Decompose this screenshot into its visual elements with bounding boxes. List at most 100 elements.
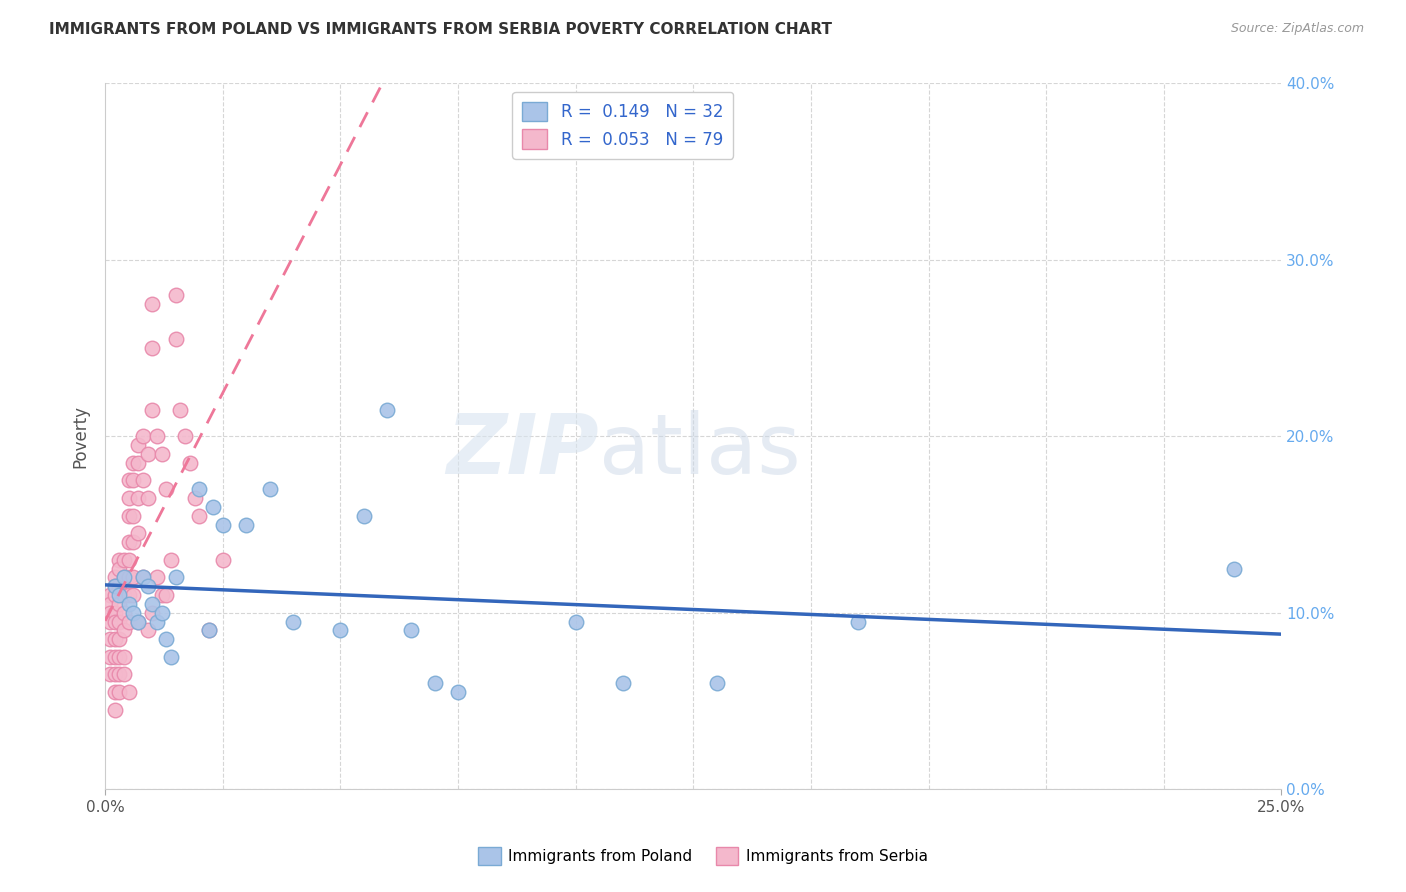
Point bbox=[118, 491, 141, 505]
Point bbox=[846, 615, 869, 629]
Point bbox=[141, 297, 163, 311]
Point bbox=[423, 676, 446, 690]
Point bbox=[122, 474, 145, 488]
Point bbox=[179, 456, 201, 470]
Point bbox=[104, 579, 127, 593]
Point bbox=[174, 429, 197, 443]
Point bbox=[108, 685, 131, 699]
Point bbox=[132, 474, 155, 488]
Point bbox=[136, 579, 159, 593]
Point bbox=[141, 597, 163, 611]
Point bbox=[155, 482, 177, 496]
Point bbox=[112, 570, 135, 584]
Point bbox=[235, 517, 257, 532]
Point bbox=[122, 588, 145, 602]
Point bbox=[211, 553, 233, 567]
Point bbox=[122, 508, 145, 523]
Point bbox=[108, 597, 131, 611]
Text: atlas: atlas bbox=[599, 410, 801, 491]
Point bbox=[108, 553, 131, 567]
Point bbox=[127, 438, 149, 452]
Point bbox=[353, 508, 375, 523]
Point bbox=[1223, 561, 1246, 575]
Point bbox=[146, 570, 169, 584]
Point bbox=[165, 288, 187, 302]
Point bbox=[108, 579, 131, 593]
Point bbox=[118, 685, 141, 699]
Point bbox=[150, 588, 173, 602]
Point bbox=[118, 615, 141, 629]
Point bbox=[98, 615, 121, 629]
Point bbox=[98, 649, 121, 664]
Point bbox=[146, 429, 169, 443]
Point bbox=[104, 615, 127, 629]
Point bbox=[155, 588, 177, 602]
Point bbox=[183, 491, 205, 505]
Point bbox=[104, 667, 127, 681]
Point bbox=[104, 632, 127, 647]
Point bbox=[104, 649, 127, 664]
Legend: Immigrants from Poland, Immigrants from Serbia: Immigrants from Poland, Immigrants from … bbox=[472, 841, 934, 871]
Legend: R =  0.149   N = 32, R =  0.053   N = 79: R = 0.149 N = 32, R = 0.053 N = 79 bbox=[512, 92, 733, 159]
Point bbox=[98, 632, 121, 647]
Point bbox=[98, 606, 121, 620]
Point bbox=[104, 570, 127, 584]
Point bbox=[141, 341, 163, 355]
Point bbox=[118, 508, 141, 523]
Point bbox=[259, 482, 281, 496]
Point bbox=[127, 526, 149, 541]
Point bbox=[377, 402, 399, 417]
Point bbox=[118, 570, 141, 584]
Point bbox=[112, 570, 135, 584]
Point bbox=[197, 624, 219, 638]
Point bbox=[118, 588, 141, 602]
Point bbox=[564, 615, 586, 629]
Point bbox=[108, 561, 131, 575]
Point bbox=[169, 402, 191, 417]
Point bbox=[132, 429, 155, 443]
Point bbox=[127, 456, 149, 470]
Point bbox=[612, 676, 634, 690]
Point bbox=[104, 685, 127, 699]
Point bbox=[132, 570, 155, 584]
Point bbox=[108, 667, 131, 681]
Point bbox=[122, 456, 145, 470]
Point bbox=[118, 553, 141, 567]
Point bbox=[160, 649, 183, 664]
Point bbox=[112, 649, 135, 664]
Point bbox=[98, 588, 121, 602]
Point bbox=[108, 649, 131, 664]
Point bbox=[118, 535, 141, 549]
Point bbox=[122, 535, 145, 549]
Point bbox=[136, 491, 159, 505]
Point bbox=[98, 667, 121, 681]
Text: IMMIGRANTS FROM POLAND VS IMMIGRANTS FROM SERBIA POVERTY CORRELATION CHART: IMMIGRANTS FROM POLAND VS IMMIGRANTS FRO… bbox=[49, 22, 832, 37]
Point bbox=[150, 606, 173, 620]
Point bbox=[118, 474, 141, 488]
Point bbox=[188, 508, 211, 523]
Point bbox=[112, 667, 135, 681]
Point bbox=[165, 570, 187, 584]
Point bbox=[108, 615, 131, 629]
Y-axis label: Poverty: Poverty bbox=[72, 405, 89, 467]
Point bbox=[146, 615, 169, 629]
Point bbox=[165, 332, 187, 346]
Point bbox=[112, 606, 135, 620]
Point bbox=[127, 615, 149, 629]
Point bbox=[329, 624, 352, 638]
Point bbox=[112, 624, 135, 638]
Point bbox=[127, 615, 149, 629]
Point bbox=[104, 579, 127, 593]
Point bbox=[188, 482, 211, 496]
Point bbox=[141, 606, 163, 620]
Point bbox=[127, 491, 149, 505]
Point bbox=[283, 615, 305, 629]
Point bbox=[141, 402, 163, 417]
Point bbox=[104, 588, 127, 602]
Point bbox=[399, 624, 422, 638]
Point bbox=[104, 606, 127, 620]
Point bbox=[122, 570, 145, 584]
Point bbox=[108, 632, 131, 647]
Point bbox=[98, 597, 121, 611]
Point bbox=[447, 685, 470, 699]
